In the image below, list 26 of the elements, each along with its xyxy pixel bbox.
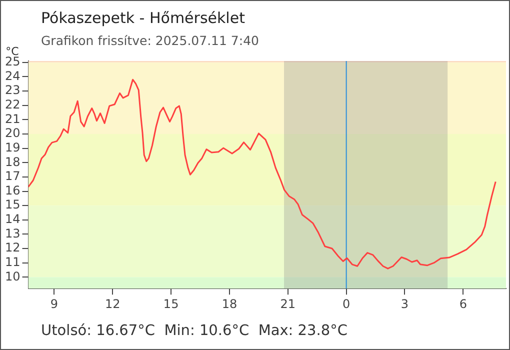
x-tick-label: 15: [163, 296, 179, 311]
x-tick-label: 6: [459, 296, 467, 311]
y-tick-label: 24: [4, 68, 20, 83]
y-tick-label: 23: [4, 83, 20, 98]
y-tick-label: 21: [4, 112, 20, 126]
x-tick-label: 9: [50, 296, 58, 311]
x-tick-label: 3: [400, 296, 409, 311]
x-tick-label: 21: [280, 296, 296, 311]
y-tick-label: 12: [4, 240, 20, 255]
y-tick-label: 20: [4, 126, 20, 140]
y-tick-label: 13: [4, 226, 20, 240]
y-tick-label: 15: [4, 198, 20, 212]
y-tick-label: 11: [4, 254, 20, 269]
y-tick-label: 19: [4, 140, 20, 154]
y-tick-label: 16: [4, 183, 20, 198]
y-tick-label: 18: [4, 154, 20, 169]
y-tick-label: 22: [4, 98, 20, 112]
text: Utolsó: 16.67°C Min: 10.6°C Max: 23.8°C: [41, 323, 348, 339]
x-tick-label: 12: [105, 296, 120, 311]
x-tick-label: 18: [222, 296, 238, 311]
chart-title: Pókaszepetk - Hőmérséklet: [41, 9, 245, 27]
chart-subtitle: Grafikon frissítve: 2025.07.11 7:40: [41, 33, 259, 48]
y-tick-label: 17: [4, 169, 20, 184]
y-tick-label: 10: [4, 269, 20, 284]
x-tick-label: 0: [342, 296, 350, 311]
y-tick-label: 14: [4, 212, 20, 226]
